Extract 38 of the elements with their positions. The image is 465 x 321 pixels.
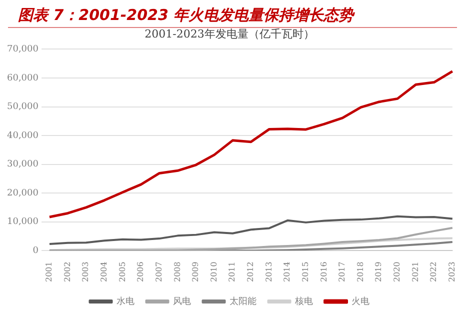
x-tick-label: 2014 bbox=[282, 262, 292, 282]
x-tick-label: 2008 bbox=[172, 262, 182, 282]
x-tick-label: 2003 bbox=[81, 262, 90, 282]
x-tick-label: 2005 bbox=[118, 262, 127, 282]
chart-subtitle: 2001-2023年发电量（亿千瓦时） bbox=[144, 27, 314, 40]
x-tick-label: 2002 bbox=[62, 262, 72, 282]
x-tick-label: 2019 bbox=[374, 262, 384, 282]
legend-label: 太阳能 bbox=[229, 296, 256, 307]
chart-title: 图表 7：2001-2023 年火电发电量保持增长态势 bbox=[8, 0, 457, 28]
y-tick-label: 70,000 bbox=[6, 44, 39, 55]
x-tick-label: 2015 bbox=[300, 262, 310, 282]
legend-label: 火电 bbox=[351, 296, 370, 307]
x-tick-label: 2007 bbox=[154, 262, 164, 282]
x-tick-label: 2009 bbox=[191, 262, 200, 282]
y-tick-label: 40,000 bbox=[6, 130, 39, 141]
y-tick-label: 20,000 bbox=[6, 188, 39, 198]
x-tick-label: 2001 bbox=[44, 262, 54, 282]
legend-label: 水电 bbox=[116, 296, 134, 307]
x-tick-label: 2021 bbox=[410, 262, 420, 282]
y-tick-label: 50,000 bbox=[6, 102, 39, 112]
y-tick-label: 0 bbox=[32, 246, 39, 256]
x-tick-label: 2010 bbox=[209, 262, 218, 282]
x-tick-label: 2017 bbox=[338, 262, 347, 282]
legend-label: 风电 bbox=[172, 296, 191, 307]
x-tick-label: 2006 bbox=[136, 262, 146, 282]
x-tick-label: 2020 bbox=[392, 262, 402, 282]
x-tick-label: 2013 bbox=[264, 262, 274, 282]
x-tick-label: 2018 bbox=[356, 262, 365, 282]
y-tick-label: 30,000 bbox=[6, 160, 39, 170]
x-tick-label: 2023 bbox=[447, 262, 456, 282]
x-tick-label: 2012 bbox=[246, 262, 256, 282]
y-tick-label: 60,000 bbox=[6, 73, 39, 84]
y-tick-label: 10,000 bbox=[6, 217, 39, 228]
x-tick-label: 2022 bbox=[429, 262, 438, 282]
legend-label: 核电 bbox=[294, 296, 313, 307]
x-tick-label: 2016 bbox=[319, 262, 328, 282]
x-tick-label: 2004 bbox=[100, 262, 109, 282]
x-tick-label: 2011 bbox=[228, 262, 237, 282]
